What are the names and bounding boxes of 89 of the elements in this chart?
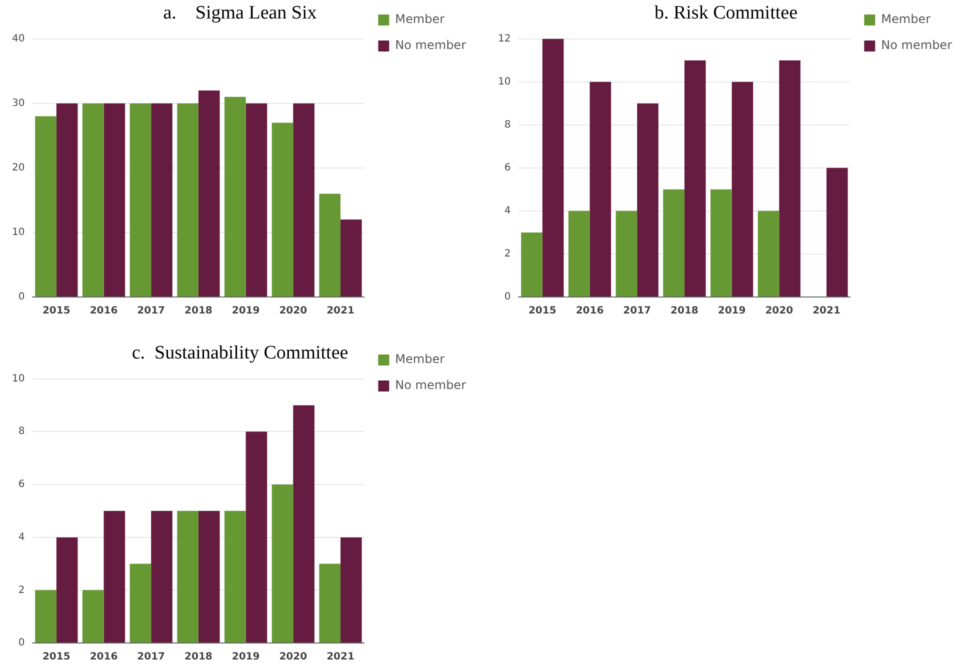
bar (637, 103, 658, 296)
x-tick-label: 2017 (623, 306, 652, 317)
bar (151, 510, 172, 642)
x-tick-label: 2019 (232, 306, 260, 317)
y-tick-label: 0 (18, 638, 25, 649)
bar (177, 103, 198, 296)
x-tick-label: 2015 (42, 306, 70, 317)
bar (732, 82, 754, 296)
x-tick-label: 2016 (90, 306, 118, 317)
y-tick-label: 2 (18, 584, 25, 596)
chart-title: a. Sigma Lean Six (163, 2, 318, 24)
legend-label: No member (395, 38, 466, 52)
y-tick-label: 0 (18, 292, 25, 303)
x-tick-label: 2020 (279, 306, 308, 317)
bar (616, 210, 638, 296)
y-tick-label: 6 (18, 479, 25, 490)
chart-title: c. Sustainability Committee (132, 342, 348, 364)
bar (590, 82, 612, 296)
legend-label: Member (881, 12, 931, 26)
bar (198, 510, 220, 642)
bar (224, 510, 246, 642)
bar (293, 405, 314, 642)
y-tick-label: 12 (498, 33, 511, 44)
y-tick-label: 10 (12, 227, 25, 238)
bar (568, 210, 590, 296)
bar (272, 484, 294, 642)
y-tick-label: 10 (12, 373, 25, 384)
legend-label: Member (395, 352, 445, 366)
bar (104, 103, 126, 296)
y-tick-label: 4 (504, 206, 511, 217)
x-tick-label: 2021 (326, 306, 354, 317)
bar (82, 590, 104, 642)
bar (758, 210, 780, 296)
x-tick-label: 2020 (279, 652, 308, 663)
legend-label: Member (395, 12, 445, 26)
x-tick-label: 2021 (326, 652, 354, 663)
bar (542, 38, 564, 296)
legend-label: No member (395, 378, 466, 392)
bar (684, 60, 706, 296)
y-tick-label: 8 (18, 426, 25, 438)
bar (224, 96, 246, 296)
bar (177, 510, 198, 642)
bar (272, 122, 294, 296)
y-tick-label: 4 (18, 532, 25, 543)
x-tick-label: 2019 (718, 306, 746, 317)
bar (130, 564, 152, 642)
bar (293, 103, 314, 296)
y-tick-label: 0 (504, 292, 511, 303)
y-tick-label: 6 (504, 162, 511, 174)
x-tick-label: 2015 (528, 306, 556, 317)
chart-title: b. Risk Committee (654, 2, 798, 24)
bar (826, 168, 848, 296)
bar (56, 103, 78, 296)
bar (246, 103, 268, 296)
x-tick-label: 2019 (232, 652, 260, 663)
bar (340, 537, 362, 642)
y-tick-label: 30 (12, 98, 25, 109)
bar (779, 60, 800, 296)
x-tick-label: 2016 (576, 306, 604, 317)
x-tick-label: 2018 (184, 652, 212, 663)
x-tick-label: 2018 (184, 306, 212, 317)
x-tick-label: 2021 (812, 306, 840, 317)
bar (319, 194, 340, 296)
x-tick-label: 2020 (765, 306, 794, 317)
bar (710, 189, 732, 296)
y-tick-label: 2 (504, 248, 511, 260)
x-tick-label: 2018 (670, 306, 698, 317)
bar (82, 103, 104, 296)
y-tick-label: 20 (12, 162, 25, 174)
bar (130, 103, 152, 296)
y-tick-label: 10 (498, 76, 511, 88)
x-tick-label: 2017 (137, 306, 166, 317)
bar (56, 537, 78, 642)
bar (104, 510, 126, 642)
bar (151, 103, 172, 296)
x-tick-label: 2015 (42, 652, 70, 663)
bar (663, 189, 684, 296)
bar (319, 564, 340, 642)
bar (35, 590, 56, 642)
bar (521, 232, 542, 296)
bar (35, 116, 56, 296)
x-tick-label: 2016 (90, 652, 118, 663)
x-tick-label: 2017 (137, 652, 166, 663)
legend-label: No member (881, 38, 952, 52)
bar (340, 220, 362, 296)
y-tick-label: 40 (12, 33, 25, 44)
y-tick-label: 8 (504, 119, 511, 130)
bar (198, 90, 220, 296)
bar (246, 432, 268, 642)
